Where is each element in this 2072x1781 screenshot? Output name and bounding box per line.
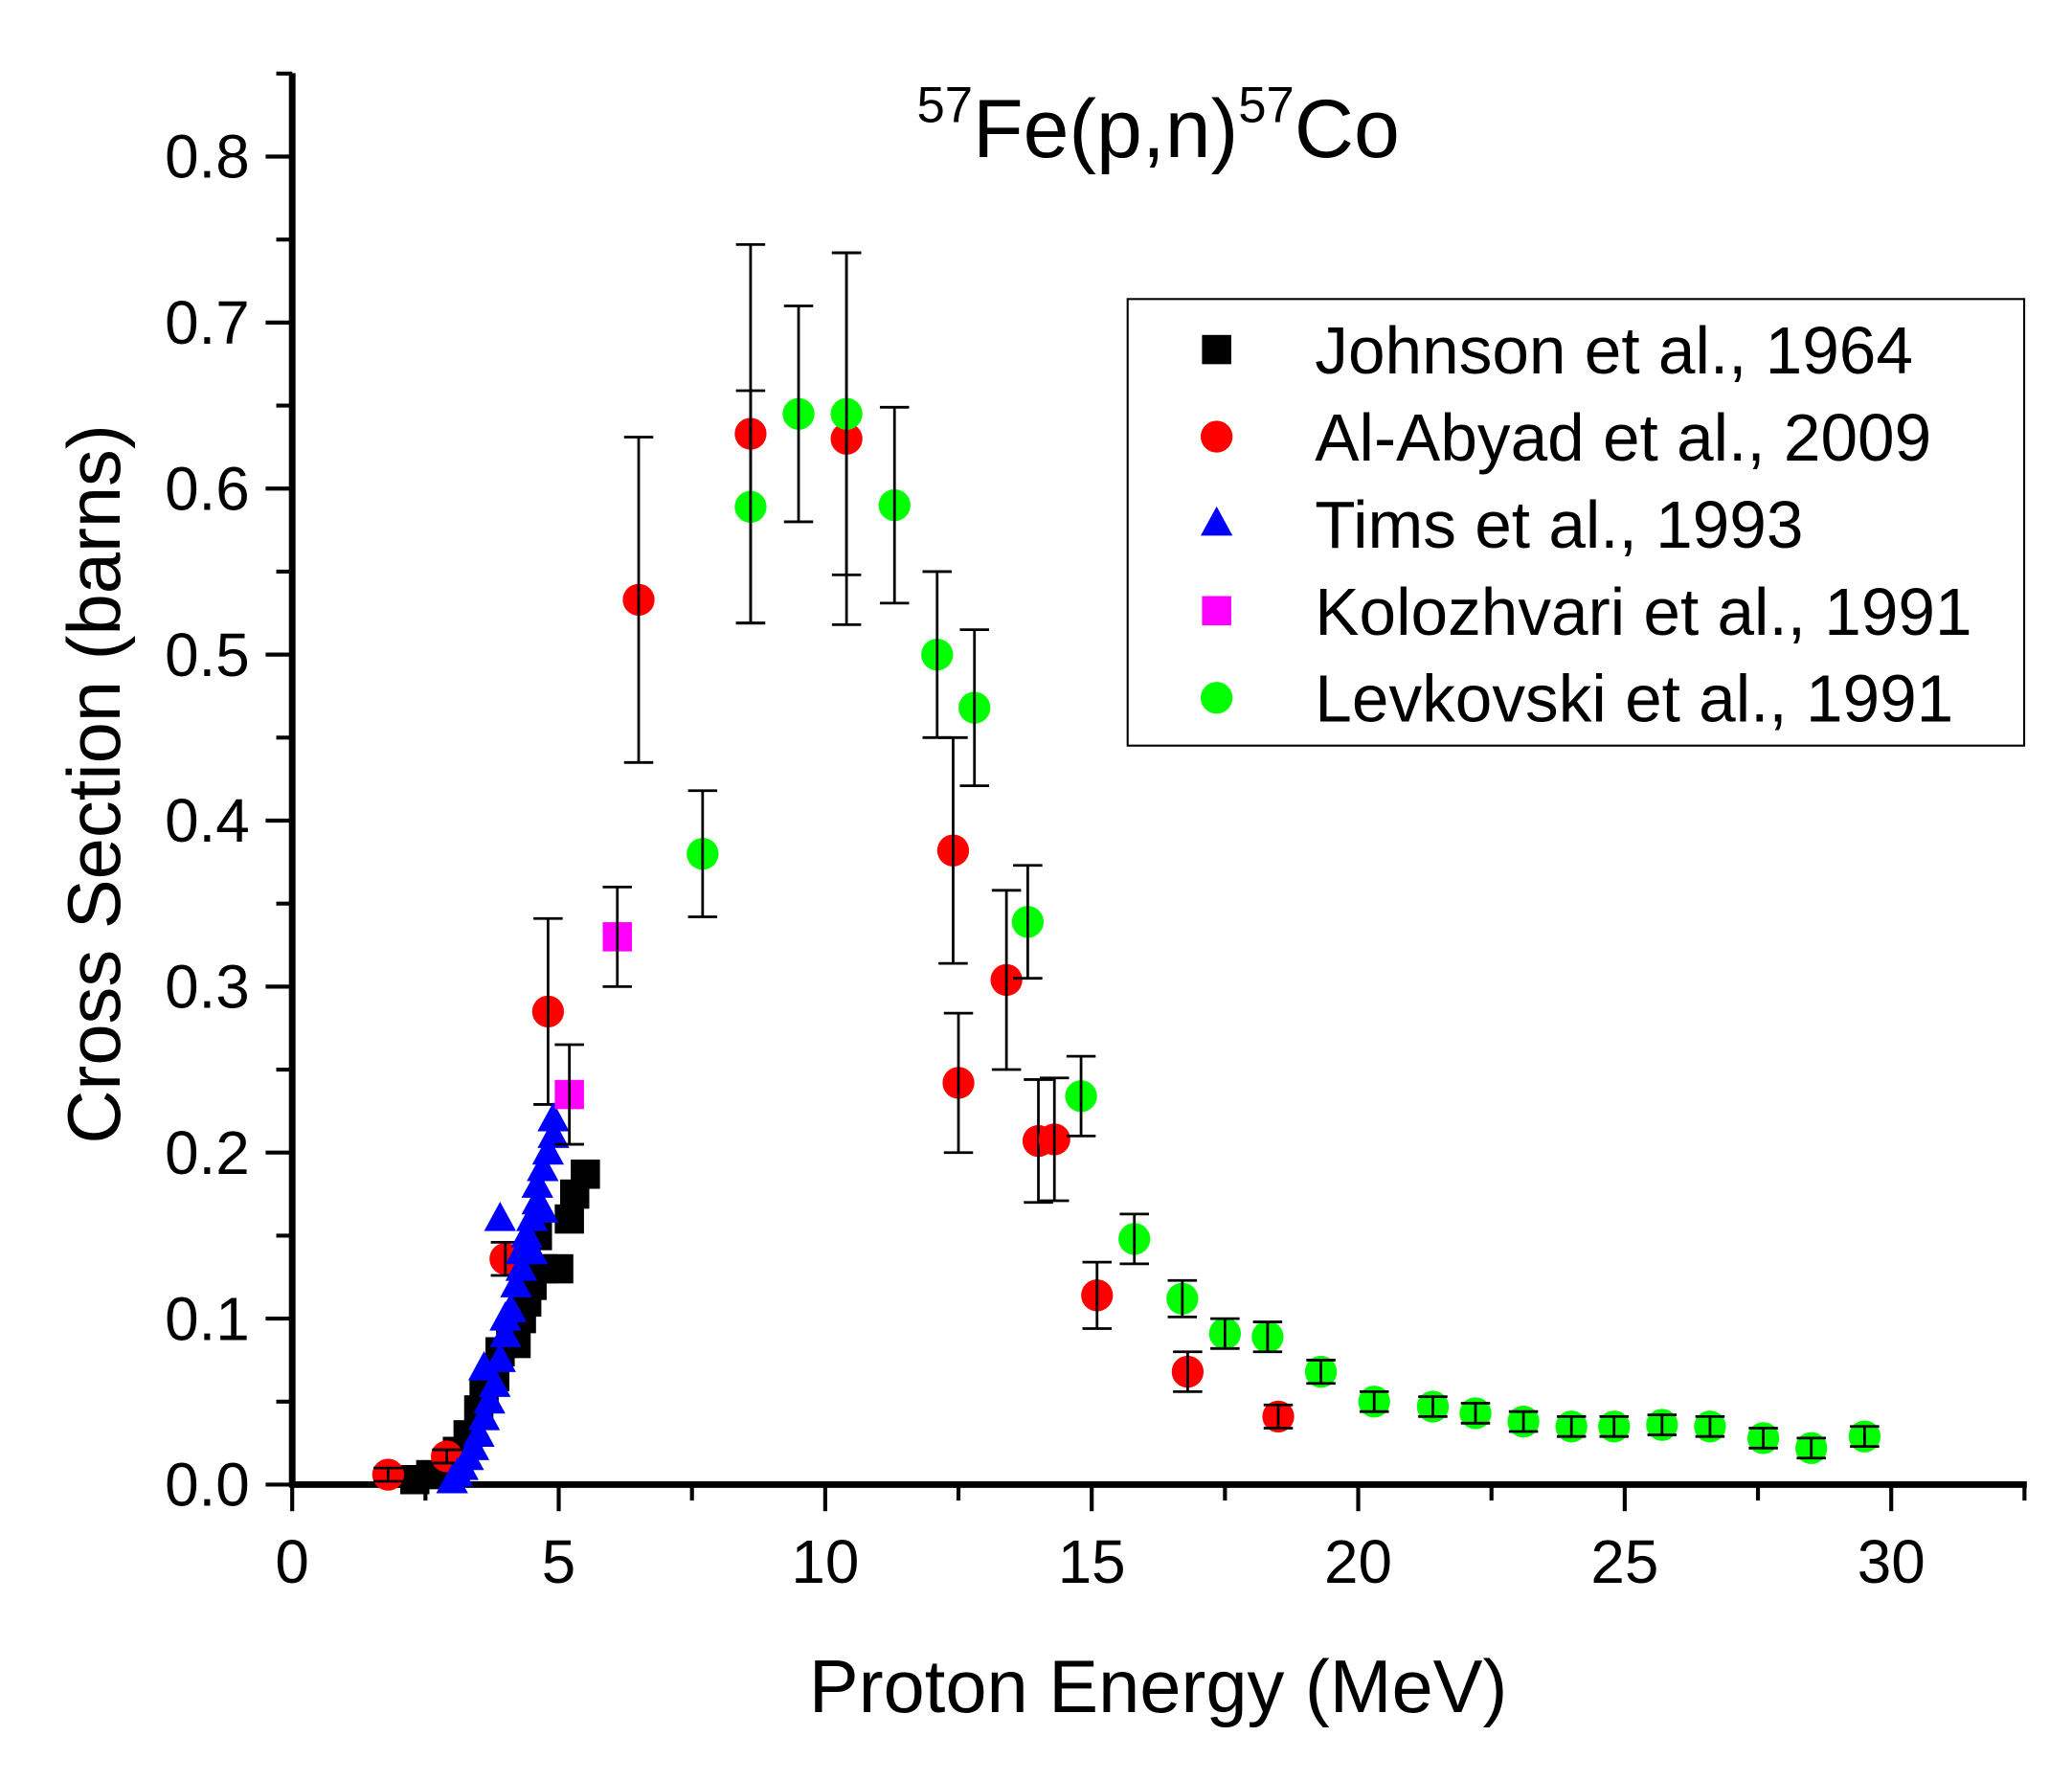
data-point <box>484 1202 516 1231</box>
series-2 <box>436 1102 570 1494</box>
data-point <box>521 1168 553 1198</box>
error-bar <box>1039 1076 1070 1203</box>
chart-title: 57Fe(p,n)57Co <box>916 78 1399 175</box>
x-tick-label: 25 <box>1590 1527 1658 1596</box>
legend-label: Kolozhvari et al., 1991 <box>1315 575 1971 649</box>
data-point <box>571 1159 600 1189</box>
data-point <box>527 1152 559 1182</box>
error-bar <box>1647 1413 1678 1436</box>
y-tick-label: 0.5 <box>165 620 250 689</box>
error-bar <box>1748 1427 1778 1450</box>
error-bar <box>1263 1403 1294 1430</box>
error-bar <box>1167 1278 1198 1319</box>
data-point <box>554 1204 584 1234</box>
y-tick-label: 0.6 <box>165 454 250 523</box>
legend-marker <box>1201 682 1233 714</box>
data-point <box>537 1118 570 1148</box>
error-bar <box>1796 1436 1826 1460</box>
axes: 0 5 10 15 20 25 30 0.0 0.1 0.2 0.3 0.4 0.5 0.6 0.7 0.8 <box>165 71 2027 1596</box>
data-point <box>489 1318 522 1347</box>
error-bar <box>1173 1350 1203 1393</box>
x-tick-label: 5 <box>542 1527 575 1596</box>
legend-label: Levkovski et al., 1991 <box>1315 662 1953 736</box>
data-point <box>505 1251 538 1281</box>
title-fe: Fe(p,n) <box>973 83 1238 175</box>
error-bar <box>1359 1389 1389 1413</box>
y-tick-label: 0.2 <box>165 1118 250 1187</box>
error-bar <box>623 436 654 764</box>
series-3 <box>554 885 633 1146</box>
data-point <box>516 1234 549 1265</box>
data-marks <box>372 243 1881 1495</box>
y-tick-label: 0.0 <box>165 1451 250 1520</box>
error-bar <box>831 251 862 576</box>
legend-marker <box>1201 506 1233 536</box>
error-bar <box>922 570 953 739</box>
x-tick-label: 30 <box>1858 1527 1926 1596</box>
error-bar <box>1119 1212 1149 1266</box>
y-tick-label: 0.4 <box>165 786 250 855</box>
data-point <box>527 1193 559 1223</box>
legend-label: Al-Abyad et al., 2009 <box>1315 400 1931 475</box>
error-bar <box>1850 1425 1880 1448</box>
x-tick-label: 20 <box>1324 1527 1392 1596</box>
data-point <box>494 1293 528 1322</box>
error-bar <box>1024 1078 1053 1205</box>
error-bar <box>943 1011 974 1155</box>
x-tick-label: 0 <box>275 1527 308 1596</box>
error-bar <box>879 405 910 605</box>
error-bar <box>1599 1414 1629 1438</box>
error-bar <box>1066 1054 1096 1138</box>
error-bar <box>1306 1359 1336 1386</box>
title-co: Co <box>1295 83 1400 175</box>
x-axis-label: Proton Energy (MeV) <box>809 1646 1507 1728</box>
error-bar <box>1508 1409 1539 1433</box>
y-tick-label: 0.7 <box>165 288 250 357</box>
error-bar <box>1556 1414 1587 1438</box>
legend-label: Johnson et al., 1964 <box>1315 313 1913 388</box>
legend-marker <box>1202 334 1231 365</box>
error-bar <box>783 304 814 524</box>
error-bar <box>959 628 989 787</box>
legend-box <box>1126 298 2026 747</box>
error-bar <box>1082 1260 1113 1330</box>
data-point <box>473 1384 506 1414</box>
legend-marker <box>1202 596 1231 626</box>
error-bar <box>373 1466 403 1483</box>
y-tick-label: 0.3 <box>165 953 250 1022</box>
error-bar <box>1013 864 1043 981</box>
data-point <box>462 1417 495 1447</box>
data-point <box>500 1268 532 1297</box>
error-bar <box>1418 1395 1448 1418</box>
data-point <box>537 1102 570 1132</box>
legend: Johnson et al., 1964 Al-Abyad et al., 200… <box>1126 298 2026 747</box>
error-bar <box>602 885 633 988</box>
data-point <box>479 1367 511 1397</box>
data-point <box>531 1135 565 1165</box>
x-tick-label: 15 <box>1058 1527 1126 1596</box>
error-bar <box>1695 1414 1725 1438</box>
data-point <box>467 1401 501 1431</box>
error-bar <box>687 789 718 918</box>
error-bar <box>991 889 1022 1071</box>
series-4 <box>687 251 1881 1464</box>
data-point <box>467 1351 501 1381</box>
y-tick-label: 0.1 <box>165 1284 250 1353</box>
error-bar <box>1460 1402 1491 1425</box>
legend-marker <box>1201 420 1233 453</box>
y-axis-label: Cross Section (barns) <box>54 424 136 1143</box>
error-bar <box>1210 1317 1240 1350</box>
error-bar <box>735 389 766 625</box>
data-point <box>484 1342 516 1372</box>
title-sup-2: 57 <box>1238 78 1295 134</box>
error-bar <box>1252 1320 1283 1354</box>
y-tick-label: 0.8 <box>165 123 250 192</box>
error-bar <box>554 1043 584 1146</box>
x-tick-label: 10 <box>791 1527 859 1596</box>
title-sup-1: 57 <box>916 78 973 134</box>
data-point <box>544 1253 574 1284</box>
legend-label: Tims et al., 1993 <box>1315 487 1803 562</box>
